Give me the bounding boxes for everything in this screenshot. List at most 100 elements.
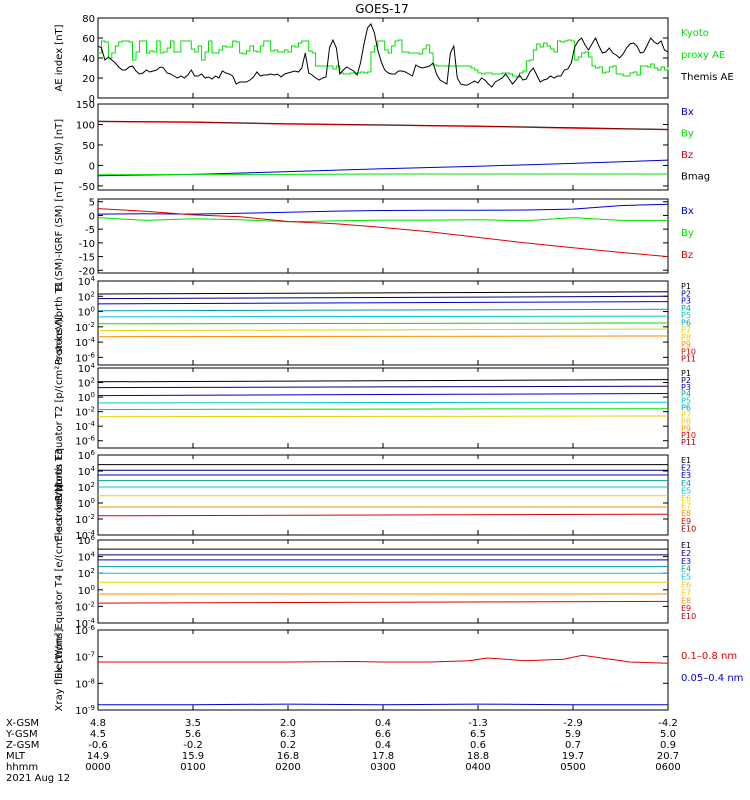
y-tick-label: 100 (78, 497, 95, 510)
panel-frame (97, 539, 669, 624)
legend-entry: E6 (681, 581, 691, 590)
row-label: X-GSM (6, 718, 39, 729)
legend-entry: E2 (681, 464, 691, 473)
legend-entry: P8 (681, 417, 691, 426)
y-tick-label: 100 (76, 120, 95, 131)
y-tick-label: 0 (89, 161, 95, 172)
legend-entry: P5 (681, 397, 691, 406)
axis-value: 16.8 (277, 751, 299, 762)
y-tick-label: 5 (89, 198, 95, 209)
axis-value: 0200 (275, 762, 300, 773)
y-tick-label: 10-2 (75, 321, 95, 334)
y-tick-label: 10-2 (75, 406, 95, 419)
legend-entry: 0.05–0.4 nm (681, 673, 743, 684)
y-tick-label: 100 (78, 584, 95, 597)
y-tick-label: 102 (78, 481, 95, 494)
row-label: MLT (6, 751, 26, 762)
legend-entry: P6 (681, 318, 691, 327)
series-line (97, 121, 669, 131)
axis-value: 6.3 (280, 729, 296, 740)
axis-value: 4.8 (90, 718, 106, 729)
y-tick-label: 102 (78, 377, 95, 390)
legend-entry: 0.1–0.8 nm (681, 651, 737, 662)
y-tick-label: 104 (78, 551, 96, 564)
legend-entry: E10 (681, 524, 696, 533)
y-tick-label: -15 (79, 253, 95, 264)
y-tick-label: 102 (78, 290, 95, 303)
y-tick-label: 10-4 (75, 336, 95, 349)
panel-frame (97, 17, 669, 99)
panel-frame (97, 629, 669, 711)
row-label: Y-GSM (5, 729, 38, 740)
legend-entry: E5 (681, 573, 691, 582)
y-tick-label: 10-6 (75, 435, 95, 448)
y-axis-label: Electrons North T3 (54, 448, 65, 541)
legend-entry: P10 (681, 431, 696, 440)
y-tick-label: 0 (89, 211, 95, 222)
series-line (97, 322, 669, 325)
y-axis-label: B (SM) [nT] (54, 119, 65, 175)
legend-entry: E1 (681, 541, 691, 550)
legend-entry: P9 (681, 340, 691, 349)
series-line (97, 401, 669, 404)
series-line (97, 393, 669, 397)
axis-value: 0.4 (375, 740, 391, 751)
y-tick-label: 60 (82, 34, 95, 45)
y-tick-label: 80 (82, 14, 95, 25)
axis-value: -0.6 (88, 740, 108, 751)
legend-entry: P5 (681, 311, 691, 320)
row-label: Z-GSM (6, 740, 39, 751)
axis-value: 15.9 (182, 751, 204, 762)
legend-entry: P1 (681, 282, 691, 291)
axis-value: 0.7 (565, 740, 581, 751)
y-tick-label: -20 (79, 266, 95, 277)
y-tick-label: 20 (82, 74, 95, 85)
y-tick-label: 50 (82, 141, 95, 152)
legend-entry: Bmag (681, 171, 710, 182)
y-tick-label: 10-6 (75, 624, 95, 637)
plot-title: GOES-17 (355, 2, 409, 16)
y-tick-label: -10 (79, 239, 95, 250)
y-axis-label: AE index [nT] (54, 24, 65, 91)
panel-frame (97, 103, 669, 191)
y-tick-label: 104 (78, 465, 96, 478)
axis-value: 0300 (370, 762, 395, 773)
series-line (97, 308, 669, 312)
legend-entry: P6 (681, 404, 691, 413)
y-tick-label: -50 (79, 182, 95, 193)
legend-entry: proxy AE (681, 50, 725, 61)
axis-value: 20.7 (657, 751, 679, 762)
y-tick-label: 10-7 (75, 651, 95, 664)
legend-entry: E8 (681, 596, 691, 605)
axis-value: 0.2 (280, 740, 296, 751)
series-line (98, 703, 668, 706)
axis-value: 0400 (465, 762, 490, 773)
legend-entry: E5 (681, 486, 691, 495)
legend-entry: By (681, 228, 694, 239)
legend-entry: E9 (681, 604, 691, 613)
legend-entry: Kyoto (681, 28, 709, 39)
y-axis-label: Xray flux [W/m²] (54, 629, 65, 712)
series-line (97, 315, 669, 318)
legend-entry: E7 (681, 502, 691, 511)
series-line (97, 415, 669, 418)
y-tick-label: 106 (78, 534, 96, 547)
axis-value: 18.8 (467, 751, 489, 762)
legend-entry: E4 (681, 479, 691, 488)
axis-value: 19.7 (562, 751, 584, 762)
axis-value: 0100 (180, 762, 205, 773)
axis-value: -1.3 (468, 718, 488, 729)
axis-value: 0.6 (470, 740, 486, 751)
legend-entry: E1 (681, 456, 691, 465)
legend-entry: P8 (681, 333, 691, 342)
series-line (97, 23, 669, 88)
series-line (97, 217, 668, 223)
y-tick-label: -5 (85, 225, 95, 236)
row-label: 2021 Aug 12 (6, 773, 70, 784)
row-label: hhmm (6, 762, 38, 773)
axis-value: 0600 (655, 762, 680, 773)
legend-entry: Bz (681, 150, 693, 161)
